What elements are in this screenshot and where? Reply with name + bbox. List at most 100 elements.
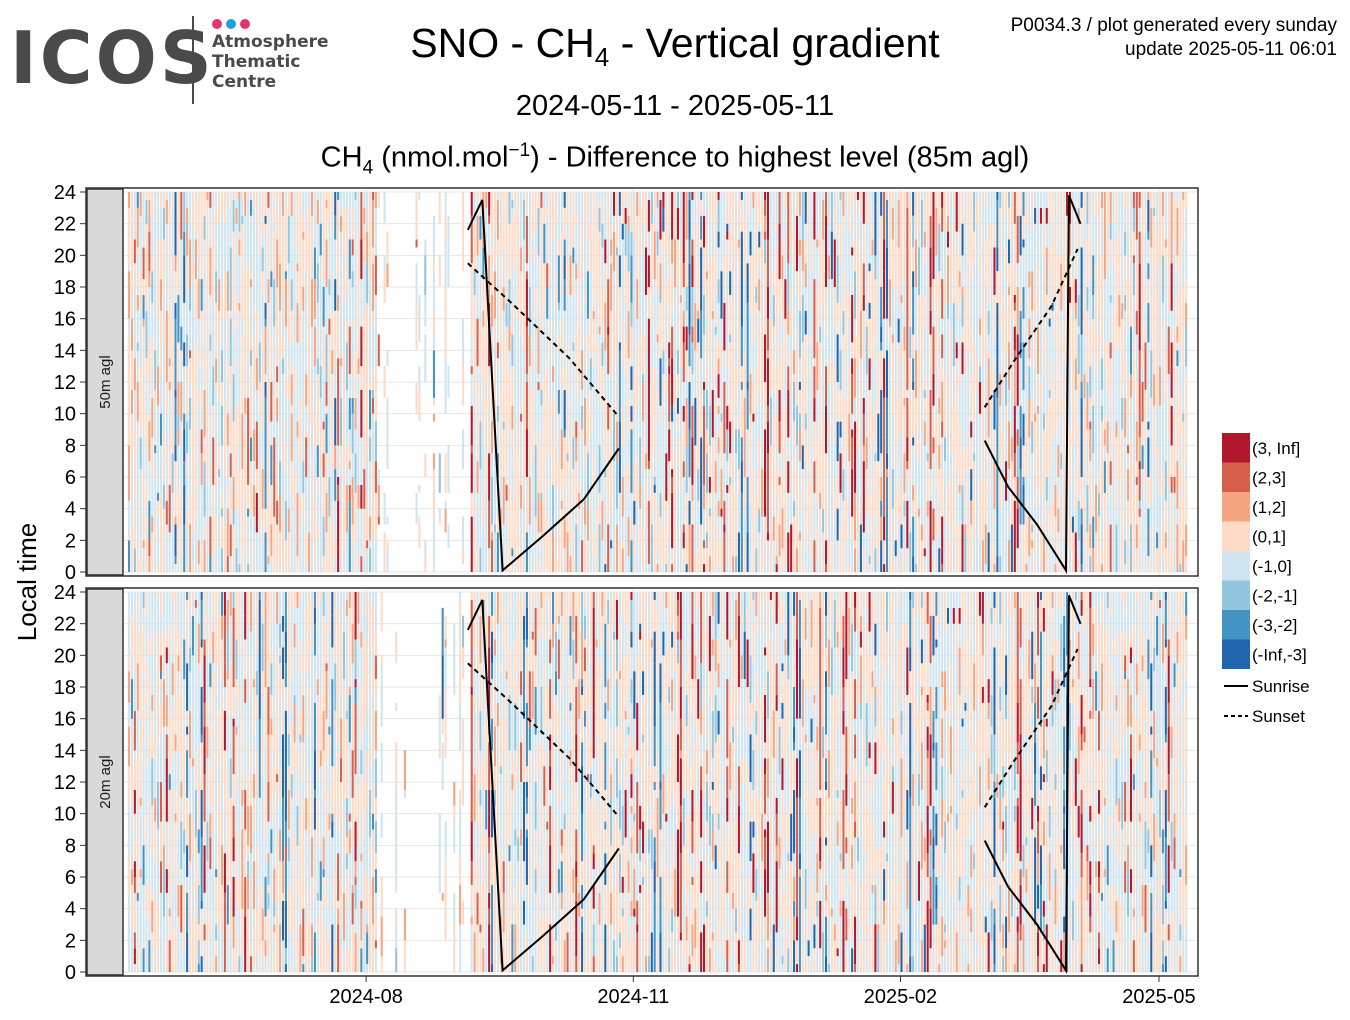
heat-cell xyxy=(793,231,796,272)
heat-cell xyxy=(781,207,784,240)
heat-cell xyxy=(543,508,546,525)
heat-cell xyxy=(444,223,447,240)
heat-cell xyxy=(528,207,531,248)
heat-cell xyxy=(589,350,592,359)
heat-cell xyxy=(142,671,145,695)
heat-cell xyxy=(563,334,566,375)
heat-cell xyxy=(206,199,209,248)
heat-cell xyxy=(859,358,862,406)
heat-cell xyxy=(737,429,740,446)
heat-cell xyxy=(424,239,427,256)
heat-cell xyxy=(552,239,555,287)
heat-cell xyxy=(618,326,621,343)
heat-cell xyxy=(955,255,958,303)
heat-cell xyxy=(281,192,285,216)
heat-cell xyxy=(868,413,871,446)
heat-cell xyxy=(244,413,247,438)
heat-cell xyxy=(612,358,616,382)
heat-cell xyxy=(136,540,139,572)
heat-cell xyxy=(1167,279,1170,311)
heat-cell xyxy=(938,413,941,446)
heat-cell xyxy=(177,255,180,295)
heat-cell xyxy=(833,239,836,287)
heat-cell xyxy=(1045,294,1048,303)
heat-cell xyxy=(636,453,639,462)
heat-cell xyxy=(761,421,764,470)
heat-cell xyxy=(1002,374,1005,382)
heat-cell xyxy=(354,437,357,454)
heat-cell xyxy=(183,366,186,414)
heat-cell xyxy=(1022,477,1025,485)
heat-cell xyxy=(662,192,665,208)
heat-cell xyxy=(302,453,305,462)
heat-cell xyxy=(862,532,865,549)
heat-cell xyxy=(482,382,485,398)
heat-cell xyxy=(1060,342,1063,351)
heat-cell xyxy=(1002,382,1005,390)
heat-cell xyxy=(183,461,186,485)
heat-cell xyxy=(575,358,578,382)
heat-cell xyxy=(508,223,511,272)
heat-cell xyxy=(1132,532,1135,572)
heat-cell xyxy=(822,239,825,280)
heat-cell xyxy=(865,421,868,438)
heat-cell xyxy=(1132,413,1135,462)
heat-cell xyxy=(1060,374,1063,390)
heat-cell xyxy=(784,524,787,541)
heat-cell xyxy=(360,192,363,240)
heat-cell xyxy=(552,382,555,398)
heat-cell xyxy=(552,484,555,533)
heat-cell xyxy=(990,532,993,572)
heat-cell xyxy=(145,508,148,517)
heat-cell xyxy=(517,516,520,541)
heat-cell xyxy=(973,540,976,572)
heat-cell xyxy=(961,287,964,295)
heat-cell xyxy=(133,655,136,672)
heat-cell xyxy=(897,342,900,367)
heat-cell xyxy=(386,540,389,549)
heat-cell xyxy=(1124,192,1127,208)
heat-cell xyxy=(340,453,343,470)
heat-cell xyxy=(929,397,932,430)
y-tick-label: 12 xyxy=(54,372,76,394)
heat-cell xyxy=(1135,413,1138,422)
heat-cell xyxy=(915,350,918,398)
heat-cell xyxy=(1118,413,1121,438)
heat-cell xyxy=(1179,342,1182,390)
heat-cell xyxy=(310,192,314,208)
heat-cell xyxy=(432,413,436,422)
heat-cell xyxy=(743,287,746,335)
heat-cell xyxy=(601,500,604,509)
heat-cell xyxy=(781,294,784,327)
heat-cell xyxy=(302,342,305,390)
heat-cell xyxy=(1164,548,1167,572)
heat-cell xyxy=(935,540,938,572)
heat-cell xyxy=(534,247,537,264)
heat-cell xyxy=(827,358,830,382)
heat-cell xyxy=(877,413,880,462)
heat-cell xyxy=(642,192,645,224)
heat-cell xyxy=(354,564,357,572)
heat-cell xyxy=(279,405,282,446)
heat-cell xyxy=(1156,445,1159,477)
heat-cell xyxy=(1182,239,1185,287)
heat-cell xyxy=(139,263,142,272)
heat-cell xyxy=(171,271,174,319)
heat-cell xyxy=(572,342,575,351)
heat-cell xyxy=(261,366,264,382)
heat-cell xyxy=(880,516,883,541)
heat-cell xyxy=(856,239,860,280)
heat-cell xyxy=(926,287,929,335)
heat-cell xyxy=(807,453,810,501)
heat-cell xyxy=(546,453,549,470)
heat-cell xyxy=(325,548,328,572)
heat-cell xyxy=(191,477,194,517)
heat-cell xyxy=(188,500,192,525)
heat-cell xyxy=(787,389,790,398)
heat-cell xyxy=(946,540,950,572)
heat-cell xyxy=(334,279,337,311)
heat-cell xyxy=(659,239,662,248)
heat-cell xyxy=(186,192,189,208)
heat-cell xyxy=(888,279,891,327)
heat-cell xyxy=(610,326,613,375)
